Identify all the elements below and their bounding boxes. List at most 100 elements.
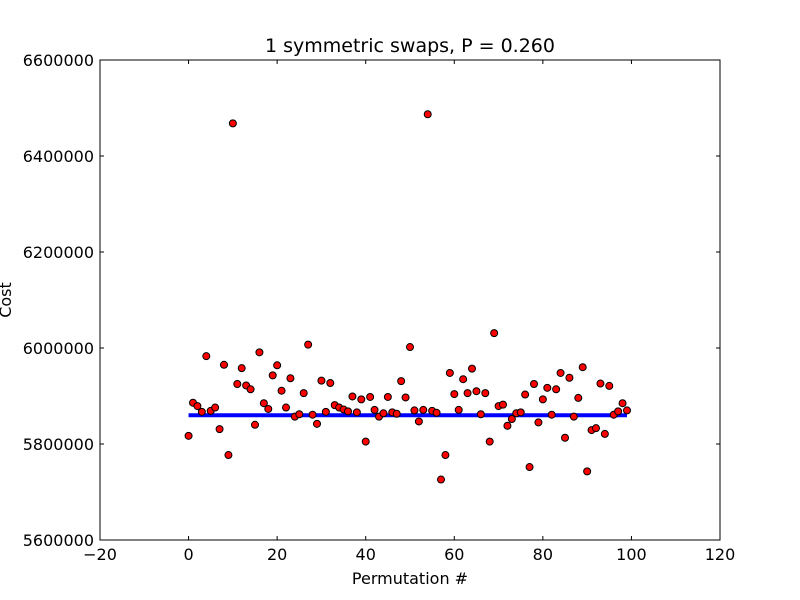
data-point xyxy=(543,383,552,392)
data-point xyxy=(273,361,282,370)
x-axis-label: Permutation # xyxy=(352,569,468,588)
data-point xyxy=(600,429,609,438)
data-point xyxy=(352,408,361,417)
data-point xyxy=(233,380,242,388)
data-point xyxy=(344,407,352,416)
data-point xyxy=(326,379,335,388)
data-point xyxy=(441,451,450,460)
data-point xyxy=(574,393,583,402)
data-point xyxy=(211,403,220,412)
y-tick-label: 5600000 xyxy=(23,531,94,550)
data-point xyxy=(618,399,627,408)
y-axis-label: Cost xyxy=(0,282,15,318)
data-point xyxy=(197,407,206,416)
data-point xyxy=(481,389,490,398)
data-point xyxy=(397,377,406,386)
data-point xyxy=(476,410,485,419)
chart-title: 1 symmetric swaps, P = 0.260 xyxy=(265,35,555,57)
data-point xyxy=(547,410,556,419)
data-point xyxy=(530,380,538,388)
x-tick-label: 80 xyxy=(533,545,553,564)
data-point xyxy=(450,390,459,399)
data-point xyxy=(538,395,547,404)
data-point xyxy=(490,329,499,338)
data-point xyxy=(379,409,388,418)
data-point xyxy=(432,408,441,417)
data-point xyxy=(282,403,290,412)
y-tick-label: 6400000 xyxy=(23,147,94,166)
data-point xyxy=(215,425,224,434)
data-point xyxy=(220,360,228,369)
data-point xyxy=(383,392,392,401)
data-point xyxy=(224,451,233,460)
x-tick-label: 40 xyxy=(356,545,376,564)
data-point xyxy=(202,352,211,361)
data-point xyxy=(485,437,494,446)
x-tick-label: 120 xyxy=(705,545,736,564)
data-point xyxy=(286,374,295,383)
data-point xyxy=(228,119,237,128)
data-point xyxy=(304,340,313,349)
data-point xyxy=(237,364,246,373)
data-point xyxy=(583,467,592,476)
data-point xyxy=(463,389,472,398)
data-point xyxy=(472,387,481,396)
data-point xyxy=(299,389,308,398)
data-point xyxy=(277,386,286,395)
data-point xyxy=(578,363,587,372)
data-point xyxy=(614,407,623,416)
y-tick-label: 5800000 xyxy=(23,435,94,454)
data-point xyxy=(454,405,463,414)
data-point xyxy=(592,424,600,433)
data-point xyxy=(246,385,255,394)
data-point xyxy=(521,390,530,399)
data-point xyxy=(503,421,512,430)
data-point xyxy=(552,385,561,394)
data-point xyxy=(184,431,193,440)
data-point xyxy=(623,406,631,415)
data-point xyxy=(308,410,317,419)
data-point xyxy=(565,373,574,382)
data-point xyxy=(193,402,202,411)
data-point xyxy=(264,404,273,413)
x-tick-label: 0 xyxy=(183,545,193,564)
data-point xyxy=(295,410,304,419)
y-tick-label: 6600000 xyxy=(23,51,94,70)
x-tick-label: 60 xyxy=(444,545,464,564)
data-point xyxy=(516,408,525,417)
data-point xyxy=(414,417,423,426)
data-point xyxy=(361,437,370,446)
x-tick-label: −20 xyxy=(83,545,117,564)
data-point xyxy=(357,395,366,404)
plot-area xyxy=(184,110,631,484)
data-point xyxy=(406,343,414,352)
data-point xyxy=(410,406,419,415)
axes-frame xyxy=(99,59,721,541)
data-point xyxy=(596,379,605,388)
data-point xyxy=(255,348,264,357)
axis-ticks: −20 0 20 40 60 80 100 120 5600000 5800000 6000000 6… xyxy=(23,51,736,564)
data-point xyxy=(268,371,277,380)
data-point xyxy=(499,400,507,409)
y-tick-label: 6000000 xyxy=(23,339,94,358)
data-point xyxy=(348,392,357,401)
data-point xyxy=(317,376,326,385)
data-point xyxy=(321,407,330,416)
data-point xyxy=(605,381,614,390)
data-point xyxy=(507,415,516,424)
x-tick-label: 100 xyxy=(616,545,647,564)
data-point xyxy=(251,420,259,429)
data-point xyxy=(366,392,375,401)
data-point xyxy=(468,364,476,373)
x-tick-label: 20 xyxy=(267,545,287,564)
data-point xyxy=(445,368,454,377)
data-point xyxy=(313,419,321,428)
y-tick-label: 6200000 xyxy=(23,243,94,262)
data-point xyxy=(525,463,534,472)
data-point xyxy=(459,375,468,384)
data-point xyxy=(392,409,401,418)
data-point xyxy=(259,399,268,408)
data-point xyxy=(569,412,578,421)
